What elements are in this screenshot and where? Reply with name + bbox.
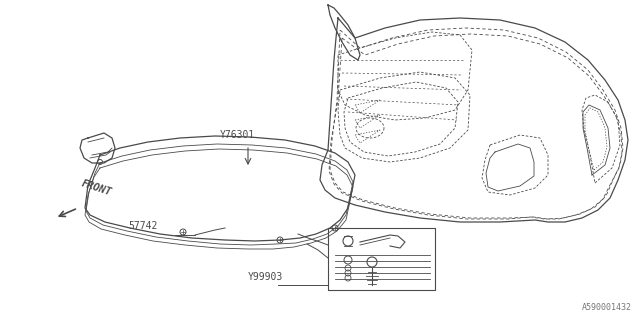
Text: FRONT: FRONT <box>80 179 113 198</box>
Text: A590001432: A590001432 <box>582 303 632 312</box>
Text: Y99903: Y99903 <box>248 272 284 282</box>
Text: Y76301: Y76301 <box>220 130 255 140</box>
Text: 57742: 57742 <box>128 221 157 231</box>
